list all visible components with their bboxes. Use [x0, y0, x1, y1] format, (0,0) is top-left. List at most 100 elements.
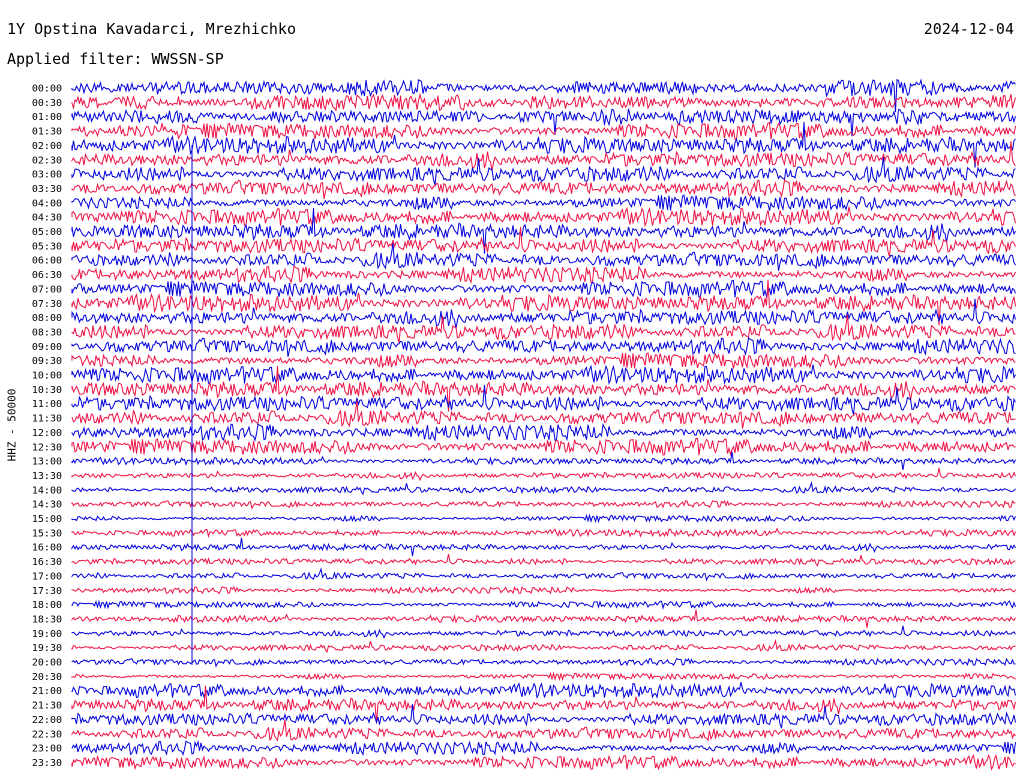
seismic-trace — [71, 243, 1016, 271]
time-label: 08:00 — [32, 313, 62, 324]
time-label: 12:30 — [32, 442, 62, 453]
seismic-trace — [71, 527, 1016, 539]
seismic-trace — [71, 481, 1016, 496]
time-label: 05:00 — [32, 227, 62, 238]
seismic-trace — [71, 585, 1016, 595]
time-label: 15:00 — [32, 514, 62, 525]
seismic-trace — [71, 451, 1016, 471]
time-label: 15:30 — [32, 528, 62, 539]
time-label: 04:00 — [32, 198, 62, 209]
seismic-trace — [71, 140, 1016, 171]
time-label: 04:30 — [32, 213, 62, 224]
time-label: 00:00 — [32, 84, 62, 95]
time-label: 11:30 — [32, 414, 62, 425]
station-title: 1Y Opstina Kavadarci, Mrezhichko — [7, 20, 296, 38]
time-label: 17:00 — [32, 571, 62, 582]
seismic-trace — [71, 122, 1016, 141]
seismic-trace — [71, 609, 1016, 628]
seismic-trace — [71, 682, 1016, 700]
filter-label: Applied filter: WWSSN-SP — [7, 50, 224, 68]
seismic-trace — [71, 671, 1016, 682]
time-label: 23:00 — [32, 744, 62, 755]
time-label: 14:30 — [32, 500, 62, 511]
seismic-trace — [71, 365, 1016, 412]
time-label: 03:30 — [32, 184, 62, 195]
time-label: 08:30 — [32, 327, 62, 338]
time-label: 21:00 — [32, 686, 62, 697]
time-label: 13:00 — [32, 457, 62, 468]
seismic-trace — [71, 314, 1016, 343]
time-label: 23:30 — [32, 758, 62, 769]
time-label: 10:00 — [32, 371, 62, 382]
seismic-trace — [71, 625, 1016, 640]
seismic-trace — [71, 685, 1016, 724]
seismic-trace — [71, 537, 1016, 557]
time-label: 09:30 — [32, 356, 62, 367]
time-label: 19:00 — [32, 629, 62, 640]
time-label: 22:30 — [32, 729, 62, 740]
time-label: 18:30 — [32, 614, 62, 625]
seismic-trace — [71, 423, 1016, 442]
seismic-trace — [71, 279, 1016, 326]
seismic-trace — [71, 657, 1016, 668]
time-label: 18:00 — [32, 600, 62, 611]
seismic-trace — [71, 513, 1016, 524]
seismic-trace — [71, 400, 1016, 429]
seismic-trace — [71, 364, 1016, 386]
seismic-trace — [71, 599, 1016, 610]
date-label: 2024-12-04 — [923, 20, 1014, 38]
seismic-trace — [71, 265, 1016, 285]
seismic-trace — [71, 352, 1016, 370]
time-label: 10:30 — [32, 385, 62, 396]
time-label: 03:00 — [32, 170, 62, 181]
seismic-trace — [71, 384, 1016, 415]
seismic-trace — [71, 156, 1016, 186]
seismic-trace — [71, 108, 1016, 137]
seismic-trace — [71, 179, 1016, 200]
time-label: 16:30 — [32, 557, 62, 568]
time-label: 00:30 — [32, 98, 62, 109]
seismic-trace — [71, 78, 1016, 113]
seismic-trace — [71, 753, 1016, 771]
seismic-trace — [71, 194, 1016, 212]
time-label: 01:00 — [32, 112, 62, 123]
time-label: 13:30 — [32, 471, 62, 482]
time-label: 05:30 — [32, 241, 62, 252]
time-label: 14:00 — [32, 485, 62, 496]
time-label: 19:30 — [32, 643, 62, 654]
time-label: 06:30 — [32, 270, 62, 281]
seismic-trace — [71, 207, 1016, 254]
time-label: 06:00 — [32, 256, 62, 267]
seismic-trace — [71, 337, 1016, 357]
seismic-trace — [71, 467, 1016, 482]
time-label: 01:30 — [32, 127, 62, 138]
seismic-trace — [71, 121, 1016, 168]
seismic-trace — [71, 280, 1016, 299]
seismic-trace — [71, 499, 1016, 510]
time-label: 17:30 — [32, 586, 62, 597]
time-label: 11:00 — [32, 399, 62, 410]
seismic-trace — [71, 206, 1016, 228]
time-label: 20:00 — [32, 658, 62, 669]
time-label: 22:00 — [32, 715, 62, 726]
time-label: 12:00 — [32, 428, 62, 439]
time-label: 07:30 — [32, 299, 62, 310]
time-label: 21:30 — [32, 701, 62, 712]
seismic-trace — [71, 92, 1016, 112]
seismic-trace — [71, 704, 1016, 729]
seismic-trace — [71, 638, 1016, 654]
seismic-trace — [71, 553, 1016, 568]
time-label: 07:00 — [32, 284, 62, 295]
time-label: 16:00 — [32, 543, 62, 554]
seismic-trace — [71, 739, 1016, 756]
seismic-trace — [71, 227, 1016, 257]
time-label: 02:00 — [32, 141, 62, 152]
seismic-trace — [71, 719, 1016, 743]
seismic-trace — [71, 298, 1016, 329]
seismic-trace — [71, 437, 1016, 457]
time-label: 02:30 — [32, 155, 62, 166]
time-label: 09:00 — [32, 342, 62, 353]
time-label: 20:30 — [32, 672, 62, 683]
seismic-trace — [71, 567, 1016, 582]
